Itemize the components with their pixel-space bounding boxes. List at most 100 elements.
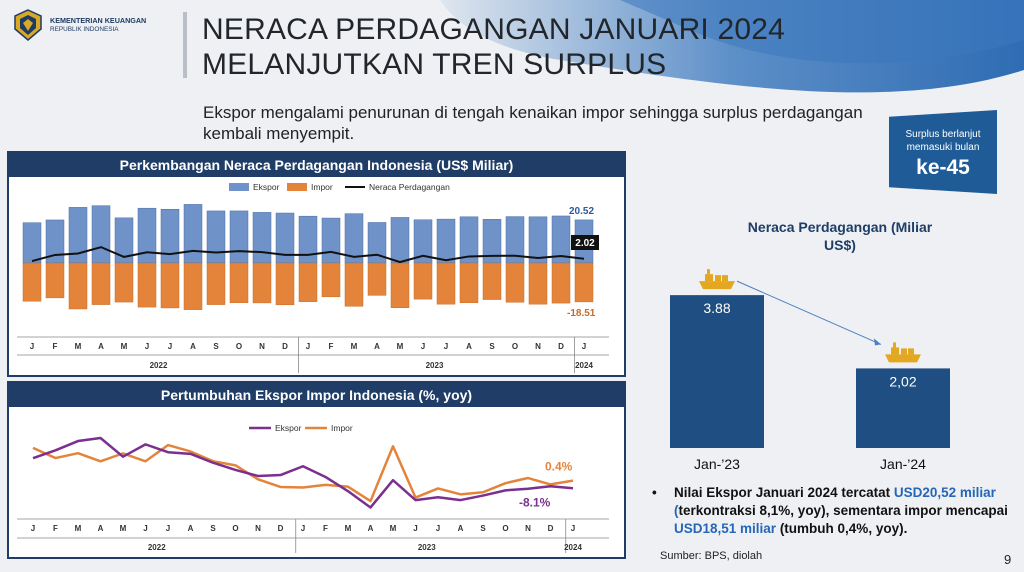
title-divider: [183, 12, 187, 78]
import-bar: [45, 262, 65, 299]
month-tick-label: J: [166, 524, 170, 533]
month-tick-label: M: [75, 524, 82, 533]
cargo-ship-icon-0: [699, 269, 735, 290]
import-bar: [459, 262, 479, 303]
year-label: 2022: [148, 543, 166, 552]
import-bar: [137, 262, 157, 308]
month-tick-label: O: [232, 524, 238, 533]
month-tick-label: S: [480, 524, 486, 533]
month-tick-label: N: [535, 342, 541, 351]
balance-last-label-bg: [571, 235, 599, 250]
import-last-label: 0.4%: [545, 460, 573, 474]
balance-last-label: 2.02: [575, 238, 595, 249]
org-name: KEMENTERIAN KEUANGAN: [50, 16, 147, 25]
summary-bullet: • Nilai Ekspor Januari 2024 tercatat USD…: [650, 484, 1010, 538]
month-tick-label: J: [571, 524, 575, 533]
month-tick-label: J: [143, 524, 147, 533]
import-bar: [574, 262, 594, 303]
import-bar: [298, 262, 318, 302]
trade-balance-chart-title: Perkembangan Neraca Perdagangan Indonesi…: [9, 153, 624, 177]
month-tick-label: A: [368, 524, 374, 533]
month-tick-label: N: [259, 342, 265, 351]
month-tick-label: A: [466, 342, 472, 351]
year-label: 2024: [575, 361, 593, 370]
year-label: 2024: [564, 543, 582, 552]
surplus-badge: Surplus berlanjut memasuki bulan ke-45: [889, 110, 997, 194]
export-bar: [390, 217, 410, 264]
month-tick-label: J: [582, 342, 586, 351]
export-bar: [206, 210, 226, 264]
ship-funnel: [893, 342, 896, 348]
month-tick-label: F: [323, 524, 328, 533]
month-tick-label: O: [502, 524, 508, 533]
month-tick-label: M: [397, 342, 404, 351]
legend-label: Impor: [311, 182, 333, 192]
trade-balance-panel: Perkembangan Neraca Perdagangan Indonesi…: [7, 151, 626, 377]
legend-swatch-impor: [287, 183, 307, 191]
month-tick-label: S: [210, 524, 216, 533]
import-bar: [160, 262, 180, 309]
import-bar: [252, 262, 272, 304]
trade-balance-chart: Ekspor Impor Neraca Perdagangan 20.52 2.02 -1…: [17, 182, 609, 373]
import-growth-line: [32, 443, 574, 503]
growth-chart: Ekspor Impor 0.4% -8.1% J F M A M J J A S O N D J F M A M J J A…: [17, 423, 609, 553]
cargo-ship-icon-1: [885, 342, 921, 363]
export-bar: [229, 210, 249, 264]
export-growth-line: [32, 436, 574, 509]
export-last-label: -8.1%: [519, 495, 551, 509]
badge-line-1: Surplus berlanjut: [905, 129, 981, 140]
title-line-2: MELANJUTKAN TREN SURPLUS: [202, 48, 667, 81]
page-subtitle: Ekspor mengalami penurunan di tengah ken…: [203, 103, 863, 143]
month-tick-label: M: [120, 524, 127, 533]
growth-chart-title: Pertumbuhan Ekspor Impor Indonesia (%, y…: [9, 383, 624, 407]
balance-line: [31, 246, 585, 264]
yoy-balance-chart: 3.88 Jan-’23 2,02 Jan-’24: [670, 269, 950, 472]
page-title: NERACA PERDAGANGAN JANUARI 2024 MELANJUT…: [202, 12, 785, 82]
export-last-label: 20.52: [569, 206, 594, 217]
ship-container: [908, 348, 914, 355]
ministry-logo: KEMENTERIAN KEUANGAN REPUBLIK INDONESIA: [12, 8, 172, 42]
month-tick-label: A: [374, 342, 380, 351]
month-tick-label: J: [301, 524, 305, 533]
month-tick-label: N: [525, 524, 531, 533]
export-bar: [183, 204, 203, 264]
import-last-label: -18.51: [567, 308, 596, 319]
balance-bar-0: [670, 295, 764, 448]
month-tick-label: A: [190, 342, 196, 351]
month-tick-label: J: [31, 524, 35, 533]
title-line-1: NERACA PERDAGANGAN JANUARI 2024: [202, 13, 786, 46]
bullet-text-3: (tumbuh 0,4%, yoy).: [776, 521, 908, 536]
balance-bar-category-label: Jan-’23: [694, 456, 740, 472]
ministry-emblem-icon: [14, 9, 42, 41]
legend-label: Ekspor: [275, 423, 302, 433]
month-tick-label: A: [98, 524, 104, 533]
export-bar: [436, 218, 456, 264]
month-tick-label: F: [329, 342, 334, 351]
month-tick-label: S: [213, 342, 219, 351]
import-bar: [206, 262, 226, 305]
month-tick-label: J: [413, 524, 417, 533]
export-bar: [252, 212, 272, 264]
balance-bar-1: [856, 368, 950, 448]
ship-funnel: [707, 269, 710, 275]
year-label: 2023: [426, 361, 444, 370]
month-tick-label: J: [306, 342, 310, 351]
growth-panel: Pertumbuhan Ekspor Impor Indonesia (%, y…: [7, 381, 626, 559]
yoy-balance-chart-title: Neraca Perdagangan (Miliar US$): [747, 219, 933, 253]
balance-bar-category-label: Jan-’24: [880, 456, 926, 472]
ship-hull: [885, 354, 921, 363]
bullet-text-2: terkontraksi 8,1%, yoy), sementara impor…: [678, 503, 1008, 518]
trend-arrow-head: [874, 338, 881, 346]
balance-bar-value-label: 2,02: [889, 373, 916, 389]
month-tick-label: M: [345, 524, 352, 533]
month-tick-label: N: [255, 524, 261, 533]
ship-hull: [699, 281, 735, 290]
month-tick-label: M: [390, 524, 397, 533]
legend-label: Ekspor: [253, 182, 280, 192]
import-bar: [528, 262, 548, 305]
import-bar: [321, 262, 341, 298]
legend-label: Neraca Perdagangan: [369, 182, 450, 192]
month-tick-label: F: [53, 342, 58, 351]
month-tick-label: S: [489, 342, 495, 351]
ship-container: [722, 275, 728, 282]
